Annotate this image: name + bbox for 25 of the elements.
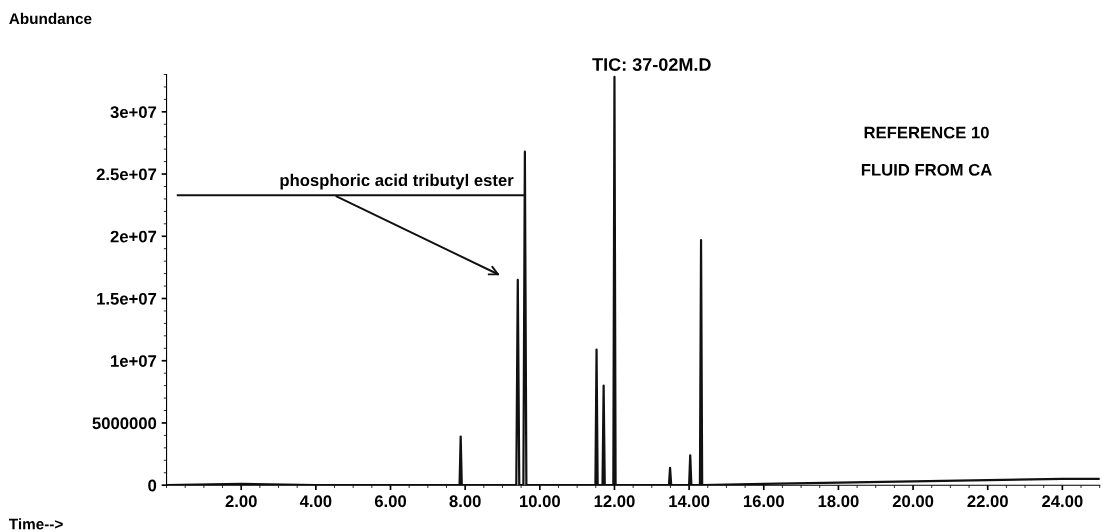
y-tick-label: 3e+07 [110,106,157,119]
x-tick-label: 20.00 [892,495,934,508]
x-tick-label: 10.00 [520,495,560,508]
annotation: phosphoric acid tributyl ester [280,173,514,190]
x-axis-title: Time--> [9,518,63,530]
x-tick-label: 22.00 [967,495,1008,508]
x-tick-label: 4.00 [299,495,332,508]
annotation: FLUID FROM CA [861,163,992,176]
y-tick-label: 2e+07 [110,230,157,243]
x-tick-label: 6.00 [374,495,407,508]
y-tick-label: 1e+07 [111,355,157,367]
y-tick-label: 0 [148,479,157,492]
annotation: REFERENCE 10 [864,126,989,139]
x-tick-label: 12.00 [594,495,635,508]
x-tick-label: 14.00 [669,495,710,508]
y-tick-label: 1.5e+07 [97,292,157,305]
y-axis-title: Abundance [9,12,92,25]
x-tick-label: 24.00 [1042,495,1083,508]
y-tick-label: 2.5e+07 [96,168,157,181]
x-tick-label: 18.00 [818,495,859,508]
y-tick-label: 5000000 [92,417,157,430]
x-tick-label: 16.00 [743,495,784,508]
x-tick-label: 2.00 [225,495,257,508]
chart-title: TIC: 37-02M.D [592,58,711,71]
x-tick-label: 8.00 [449,495,481,508]
